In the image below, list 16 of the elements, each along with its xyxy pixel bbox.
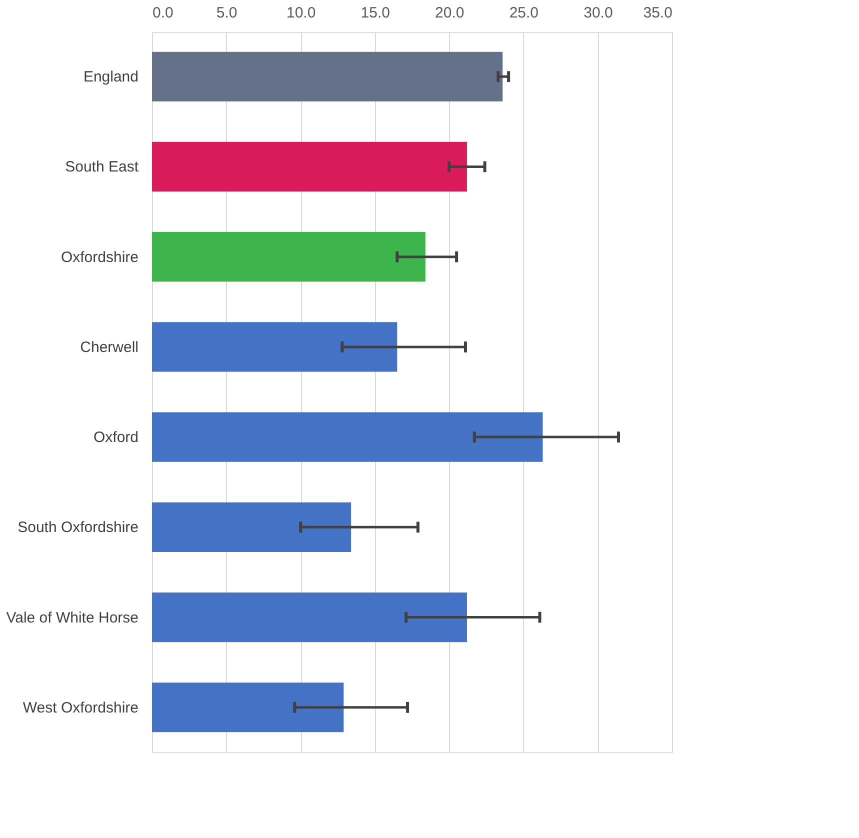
x-tick-label: 30.0 [584,4,613,22]
y-tick-label: Vale of White Horse [6,609,138,626]
x-tick-label: 0.0 [152,4,174,22]
y-tick-label: Oxfordshire [60,248,138,266]
x-tick-label: 5.0 [216,4,238,22]
x-tick-label: 25.0 [509,4,539,22]
x-tick-label: 15.0 [360,4,390,22]
x-tick-label: 10.0 [286,4,316,22]
y-tick-label: Oxford [93,429,138,446]
x-tick-label: 35.0 [643,4,672,22]
y-tick-label: Cherwell [80,338,138,356]
y-tick-label: West Oxfordshire [22,699,138,716]
x-tick-label: 20.0 [435,4,464,22]
y-tick-label: England [83,68,138,86]
y-tick-label: South East [65,158,140,176]
y-tick-label: South Oxfordshire [18,519,138,536]
